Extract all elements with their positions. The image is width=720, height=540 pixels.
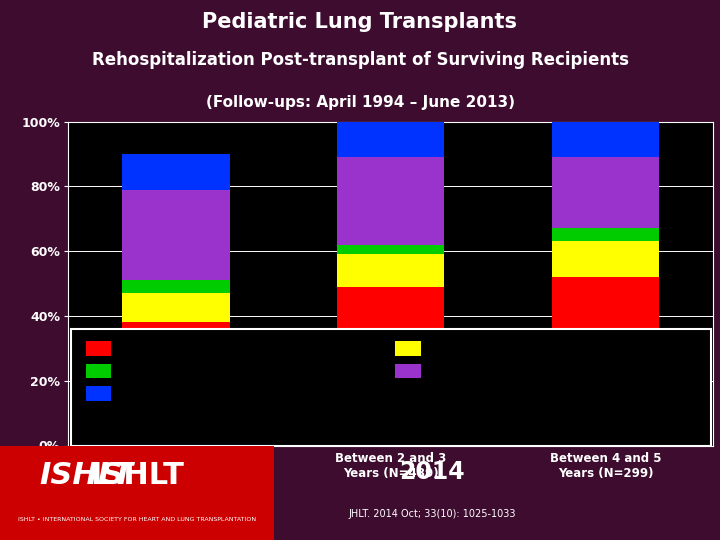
Bar — [122, 190, 230, 280]
Bar — [122, 280, 230, 293]
Bar — [122, 293, 230, 322]
Bar — [337, 157, 444, 245]
Text: ISHLT: ISHLT — [90, 461, 184, 490]
Bar — [552, 429, 659, 445]
Bar — [552, 228, 659, 241]
Text: ISHLT • INTERNATIONAL SOCIETY FOR HEART AND LUNG TRANSPLANTATION: ISHLT • INTERNATIONAL SOCIETY FOR HEART … — [18, 517, 256, 522]
Bar — [395, 364, 420, 378]
Bar — [122, 154, 230, 190]
Bar — [395, 341, 420, 356]
Text: 2014: 2014 — [399, 460, 465, 484]
Bar — [552, 241, 659, 277]
Text: ISHLT: ISHLT — [40, 461, 134, 490]
Bar — [552, 277, 659, 429]
Bar — [552, 157, 659, 228]
Bar — [71, 329, 711, 446]
Bar — [337, 254, 444, 287]
Bar — [86, 341, 112, 356]
Bar — [337, 429, 444, 445]
Bar — [86, 364, 112, 378]
Text: JHLT. 2014 Oct; 33(10): 1025-1033: JHLT. 2014 Oct; 33(10): 1025-1033 — [348, 509, 516, 518]
Bar — [552, 122, 659, 157]
Text: Rehospitalization Post-transplant of Surviving Recipients: Rehospitalization Post-transplant of Sur… — [91, 51, 629, 69]
Text: Pediatric Lung Transplants: Pediatric Lung Transplants — [202, 12, 518, 32]
Bar — [122, 322, 230, 429]
Text: (Follow-ups: April 1994 – June 2013): (Follow-ups: April 1994 – June 2013) — [205, 95, 515, 110]
Bar — [337, 122, 444, 157]
Bar — [337, 245, 444, 254]
Bar — [86, 387, 112, 401]
Bar — [122, 429, 230, 445]
Bar — [0, 446, 274, 540]
Bar — [337, 287, 444, 429]
